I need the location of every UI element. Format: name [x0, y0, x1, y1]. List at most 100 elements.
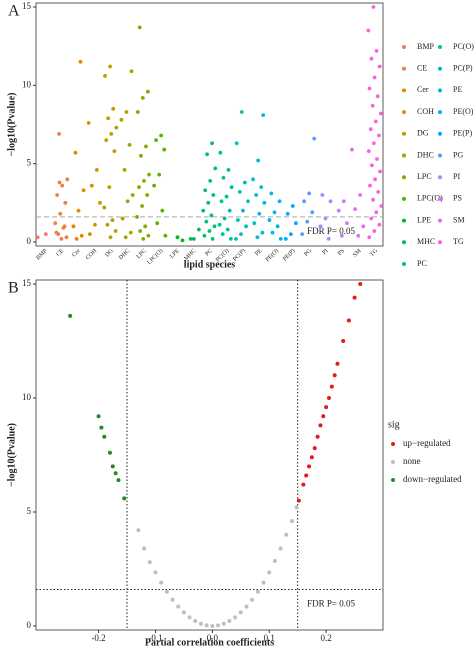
x-tick-label: PE(P): [281, 247, 296, 262]
x-tick-label: 0.1: [264, 633, 275, 643]
legend-marker: [402, 45, 406, 49]
legend-marker: [438, 196, 442, 201]
point: [305, 219, 310, 224]
point: [227, 618, 232, 623]
point: [155, 221, 160, 226]
legend-label: SM: [453, 215, 465, 224]
point: [341, 339, 346, 343]
point: [302, 199, 306, 204]
legend-marker: [438, 45, 442, 49]
legend-marker: [438, 66, 442, 71]
point: [310, 210, 315, 215]
point: [254, 193, 259, 197]
point: [261, 113, 266, 117]
point: [252, 221, 257, 226]
legend-title: sig: [388, 419, 400, 430]
legend-label: PC: [417, 259, 427, 268]
point: [358, 193, 363, 197]
x-tick-label: DG: [104, 248, 115, 259]
point: [379, 204, 384, 208]
point: [304, 473, 309, 478]
point: [54, 230, 59, 235]
point: [377, 133, 381, 138]
point: [208, 179, 213, 183]
legend-label: PG: [453, 150, 463, 159]
point: [144, 144, 148, 149]
point: [335, 361, 340, 366]
point: [285, 211, 290, 216]
point: [99, 425, 104, 430]
point: [256, 158, 261, 163]
point: [108, 235, 113, 240]
point: [57, 132, 61, 136]
point: [138, 153, 143, 158]
point: [175, 235, 180, 240]
point: [128, 230, 133, 235]
y-tick-label: 10: [22, 79, 32, 89]
point: [111, 106, 116, 111]
point: [206, 200, 211, 205]
legend-marker: [402, 153, 406, 158]
x-axis-label: lipid species: [184, 259, 236, 270]
point: [162, 147, 167, 152]
point: [300, 232, 305, 237]
point: [59, 236, 64, 241]
x-tick-label: TG: [369, 248, 379, 258]
point: [375, 94, 380, 99]
point: [107, 185, 112, 190]
point: [244, 604, 249, 609]
x-tick-label: LPC: [136, 248, 148, 260]
x-tick-label: LPE: [169, 248, 181, 260]
point: [86, 121, 91, 125]
point: [135, 110, 140, 114]
x-tick-label: BMP: [35, 248, 49, 262]
point: [58, 211, 63, 216]
point: [198, 621, 203, 626]
point: [371, 141, 376, 146]
legend-label: PI: [453, 172, 460, 181]
point: [140, 95, 145, 100]
point: [107, 450, 112, 455]
y-tick-label: 5: [27, 158, 32, 168]
point: [234, 141, 239, 146]
point: [235, 218, 240, 222]
point: [346, 318, 351, 323]
legend-marker: [402, 175, 406, 180]
point: [352, 295, 357, 300]
threshold-annotation: FDR P= 0.05: [307, 226, 355, 236]
point: [318, 224, 323, 229]
point: [219, 199, 224, 204]
point: [102, 205, 107, 210]
point: [222, 216, 227, 221]
point: [312, 136, 317, 141]
point: [366, 28, 371, 33]
point: [43, 232, 48, 237]
point: [212, 224, 217, 229]
legend-label: LPE: [417, 215, 431, 224]
x-tick-label: PG: [303, 248, 313, 258]
point: [79, 233, 84, 238]
point: [294, 505, 299, 510]
point: [142, 546, 147, 551]
x-tick-label: PS: [337, 248, 346, 257]
legend-marker: [402, 110, 406, 115]
point: [68, 313, 73, 318]
legend-label: down−regulated: [403, 474, 462, 484]
point: [239, 110, 244, 114]
point: [127, 142, 132, 147]
x-axis-label: Partial correlation coefficients: [145, 637, 274, 648]
point: [369, 56, 374, 61]
legend-label: DHC: [417, 150, 434, 159]
point: [307, 464, 312, 469]
point: [135, 215, 139, 219]
legend-marker: [438, 110, 442, 115]
legend-label: TG: [453, 237, 464, 246]
point: [122, 168, 127, 172]
point: [81, 188, 86, 193]
point: [96, 414, 101, 419]
point: [255, 235, 260, 240]
point: [361, 224, 366, 229]
point: [170, 597, 175, 602]
legend-marker: [391, 442, 395, 446]
point: [307, 191, 312, 196]
